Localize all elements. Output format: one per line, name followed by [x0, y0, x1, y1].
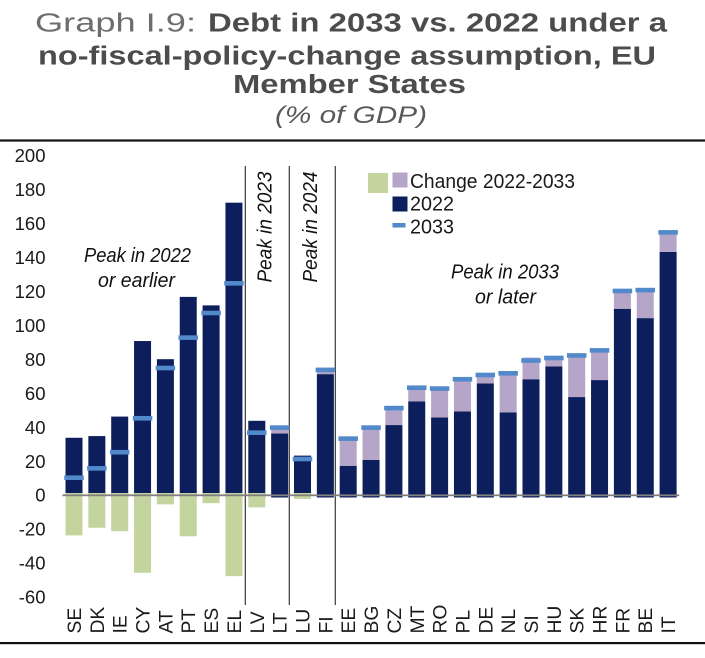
svg-text:Member States: Member States: [233, 69, 466, 99]
svg-text:Change 2022-2033: Change 2022-2033: [410, 171, 575, 193]
svg-text:(% of GDP): (% of GDP): [275, 102, 427, 129]
svg-text:DE: DE: [476, 607, 497, 634]
svg-text:Peak in 2033: Peak in 2033: [451, 262, 559, 284]
svg-text:ES: ES: [202, 608, 223, 634]
svg-text:SI: SI: [522, 615, 543, 633]
svg-text:200: 200: [15, 145, 46, 166]
svg-text:RO: RO: [431, 605, 452, 634]
svg-text:LV: LV: [248, 611, 269, 633]
svg-text:Graph I.9:: Graph I.9:: [35, 8, 196, 38]
svg-text:-60: -60: [19, 587, 46, 608]
svg-text:SK: SK: [568, 608, 589, 634]
svg-text:MT: MT: [408, 605, 429, 633]
svg-text:2033: 2033: [410, 217, 454, 239]
svg-text:120: 120: [15, 281, 46, 302]
svg-text:FR: FR: [613, 608, 634, 634]
svg-text:LU: LU: [294, 609, 315, 634]
svg-text:or earlier: or earlier: [98, 270, 176, 292]
svg-text:0: 0: [35, 485, 45, 506]
svg-text:20: 20: [25, 451, 46, 472]
svg-text:EL: EL: [225, 610, 246, 634]
svg-text:DK: DK: [88, 607, 109, 634]
svg-text:40: 40: [25, 417, 46, 438]
svg-text:HU: HU: [545, 606, 566, 634]
svg-text:2022: 2022: [410, 194, 454, 216]
svg-text:no-fiscal-policy-change assump: no-fiscal-policy-change assumption, EU: [38, 41, 656, 71]
svg-text:AT: AT: [156, 610, 177, 633]
svg-text:140: 140: [15, 247, 46, 268]
svg-text:-40: -40: [19, 553, 46, 574]
svg-text:Peak in 2022: Peak in 2022: [84, 245, 191, 267]
svg-text:PT: PT: [179, 609, 200, 634]
svg-text:180: 180: [15, 179, 46, 200]
svg-text:SE: SE: [65, 608, 86, 634]
svg-text:80: 80: [25, 349, 46, 370]
svg-text:BE: BE: [636, 608, 657, 634]
svg-text:FI: FI: [316, 616, 337, 633]
svg-text:160: 160: [15, 213, 46, 234]
svg-text:-20: -20: [19, 519, 46, 540]
svg-text:Peak in 2023: Peak in 2023: [255, 172, 277, 283]
svg-text:BG: BG: [362, 606, 383, 634]
svg-text:NL: NL: [499, 609, 520, 634]
svg-text:100: 100: [15, 315, 46, 336]
svg-text:PL: PL: [454, 610, 475, 634]
svg-text:Peak in 2024: Peak in 2024: [300, 172, 322, 283]
svg-text:Debt in 2033 vs. 2022 under a: Debt in 2033 vs. 2022 under a: [208, 8, 667, 38]
svg-text:LT: LT: [271, 612, 292, 633]
svg-text:or later: or later: [475, 287, 537, 309]
svg-text:HR: HR: [591, 606, 612, 634]
svg-text:60: 60: [25, 383, 46, 404]
svg-text:EE: EE: [339, 608, 360, 634]
svg-text:CY: CY: [134, 607, 155, 634]
svg-text:CZ: CZ: [385, 608, 406, 634]
svg-text:IE: IE: [111, 615, 132, 633]
svg-text:IT: IT: [659, 616, 680, 633]
